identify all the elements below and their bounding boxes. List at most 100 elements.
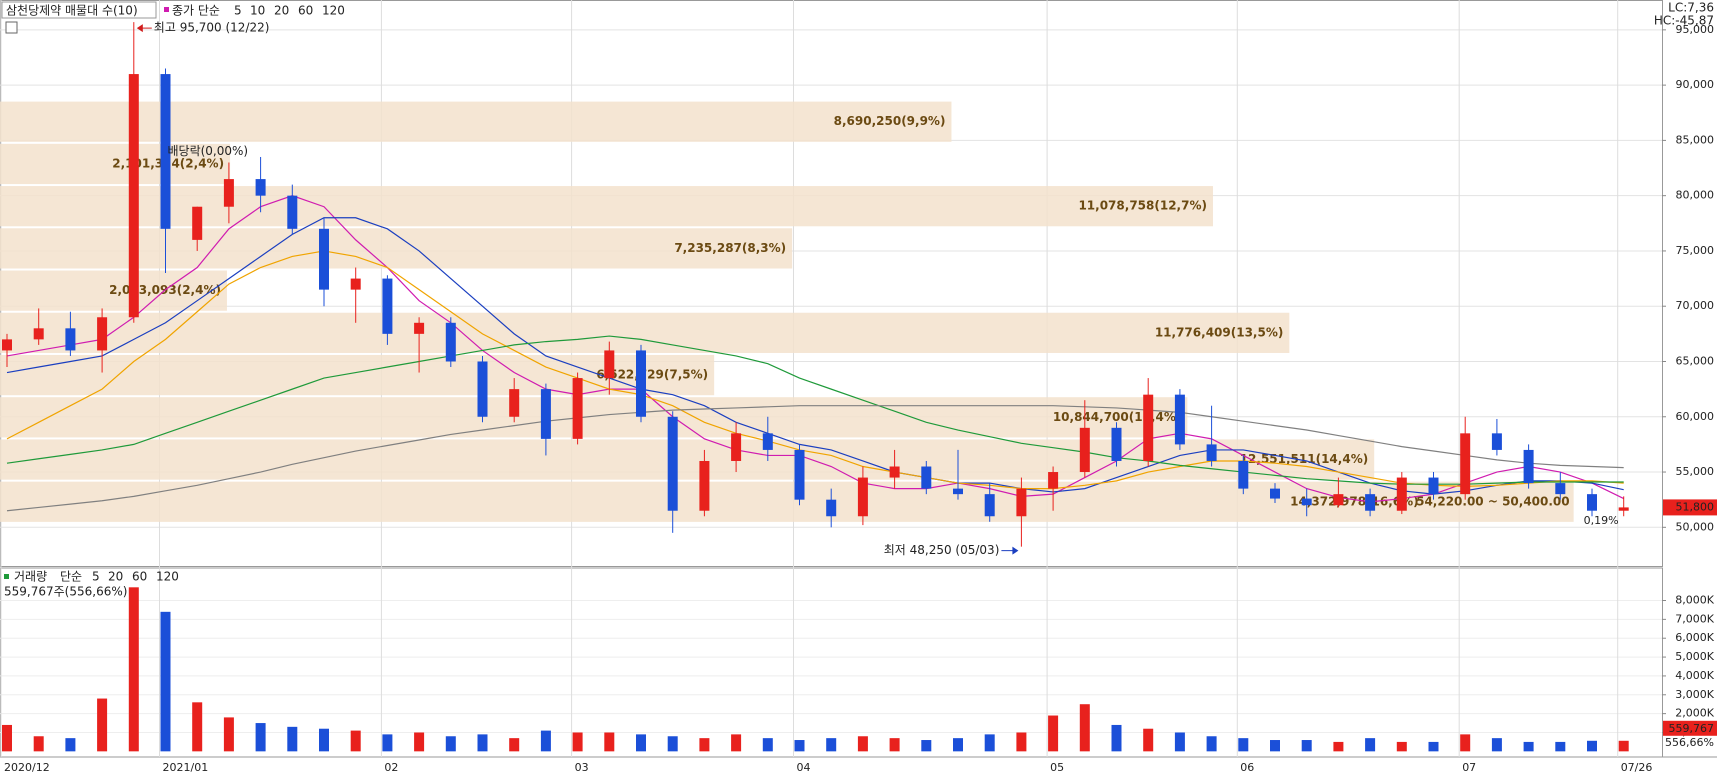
candle-body <box>350 278 361 290</box>
volume-bar <box>97 698 108 752</box>
candle-body <box>889 466 900 478</box>
candle-body <box>731 433 742 461</box>
candle-body <box>1048 472 1059 489</box>
volume-bar <box>984 734 995 752</box>
legend-entry: 20 <box>108 570 123 584</box>
volume-bar <box>223 717 234 752</box>
volume-bar <box>1048 715 1059 752</box>
volume-legend-prefix: 단순 <box>60 570 82 584</box>
volume-bar <box>953 738 963 752</box>
candle-body <box>1079 427 1090 473</box>
volume-bar <box>1333 741 1344 752</box>
volume-bar <box>1270 740 1280 752</box>
candle-body <box>382 278 393 334</box>
candle-body <box>1428 477 1439 495</box>
candle-body <box>128 74 139 318</box>
candle-body <box>921 466 932 489</box>
candle-body <box>667 416 678 511</box>
volume-bar <box>509 738 520 752</box>
volume-bar <box>889 738 900 752</box>
y-tick-label: 50,000 <box>1676 520 1715 533</box>
legend-entry: 5 <box>234 4 242 18</box>
legend-swatch <box>164 7 169 12</box>
candle-body <box>319 228 329 290</box>
volume-bar <box>731 734 742 752</box>
candle-body <box>160 74 171 229</box>
ma-line <box>6 217 1624 495</box>
volume-bar <box>636 734 646 752</box>
x-tick-label: 02 <box>384 761 398 774</box>
legend-entry: 60 <box>132 570 147 584</box>
volume-bar <box>319 728 329 752</box>
volume-bar <box>350 730 361 752</box>
volume-last: 559,767 <box>1669 722 1715 735</box>
volume-bar <box>699 738 710 752</box>
x-tick-label: 05 <box>1050 761 1064 774</box>
profile-label: 6,522,729(7,5%) <box>596 368 708 382</box>
volume-bar <box>192 702 203 752</box>
candle-body <box>1016 488 1027 517</box>
candle-body <box>762 433 773 450</box>
candle-body <box>1587 494 1597 511</box>
legend-swatch <box>4 574 9 579</box>
volume-bar <box>1491 738 1502 752</box>
candle-body <box>1365 494 1376 511</box>
candle-body <box>1491 433 1502 450</box>
candle-body <box>1206 444 1217 461</box>
y-tick-label: 4,000K <box>1675 669 1714 682</box>
candle-body <box>953 488 963 495</box>
y-tick-label: 90,000 <box>1676 78 1715 91</box>
profile-ratio: 0,19% <box>1584 514 1619 527</box>
last-price: 51,800 <box>1676 500 1715 513</box>
legend-entry: 20 <box>274 4 289 18</box>
volume-bar <box>65 738 76 752</box>
volume-bar <box>1238 738 1249 752</box>
profile-label: 10,844,700(12,4%) <box>1053 410 1182 424</box>
title: 삼천당제약 매물대 수(10) <box>6 3 138 18</box>
volume-bar <box>921 740 932 752</box>
y-tick-label: 5,000K <box>1675 650 1714 663</box>
candle-body <box>1270 488 1280 499</box>
candle-body <box>192 206 203 240</box>
candle-body <box>65 328 76 351</box>
price-marker <box>1663 499 1717 516</box>
y-tick-label: 60,000 <box>1676 410 1715 423</box>
candle-body <box>984 494 995 517</box>
y-tick-label: 75,000 <box>1676 244 1715 257</box>
ma-line <box>6 405 1624 512</box>
candle-body <box>1618 507 1629 511</box>
y-tick-label: 55,000 <box>1676 465 1715 478</box>
volume-bar <box>572 732 583 752</box>
volume-bar <box>1396 741 1407 752</box>
volume-bar <box>794 740 805 752</box>
candle-body <box>414 322 425 334</box>
volume-summary: 559,767주(556,66%) <box>4 585 127 599</box>
legend-entry: 60 <box>298 4 313 18</box>
volume-bar <box>477 734 488 752</box>
volume-bar <box>1365 738 1376 752</box>
volume-bar <box>540 730 551 752</box>
volume-bar <box>2 724 12 752</box>
legend-entry: 120 <box>156 570 179 584</box>
volume-bar <box>1016 732 1027 752</box>
candle-body <box>1301 498 1312 506</box>
legend-prefix: 종가 단순 <box>172 4 220 18</box>
candle-body <box>572 378 583 439</box>
volume-bar <box>128 587 139 752</box>
y-tick-label: 70,000 <box>1676 299 1715 312</box>
candle-body <box>33 328 44 340</box>
profile-label: 14,372,978(16,6%) <box>1290 494 1419 508</box>
volume-bar <box>1428 741 1439 752</box>
lc-label: LC:7,36 <box>1668 1 1714 15</box>
profile-bar <box>0 397 1188 438</box>
candle-body <box>1396 477 1407 511</box>
x-tick-label: 2020/12 <box>4 761 50 774</box>
volume-bar <box>382 734 393 752</box>
profile-bar <box>0 101 952 142</box>
candle-body <box>857 477 868 517</box>
volume-ratio: 556,66% <box>1665 736 1714 749</box>
dividend-label: 배당락(0,00%) <box>168 144 249 158</box>
candle-body <box>794 449 805 500</box>
legend-entry: 120 <box>322 4 345 18</box>
volume-bar <box>1079 704 1090 752</box>
